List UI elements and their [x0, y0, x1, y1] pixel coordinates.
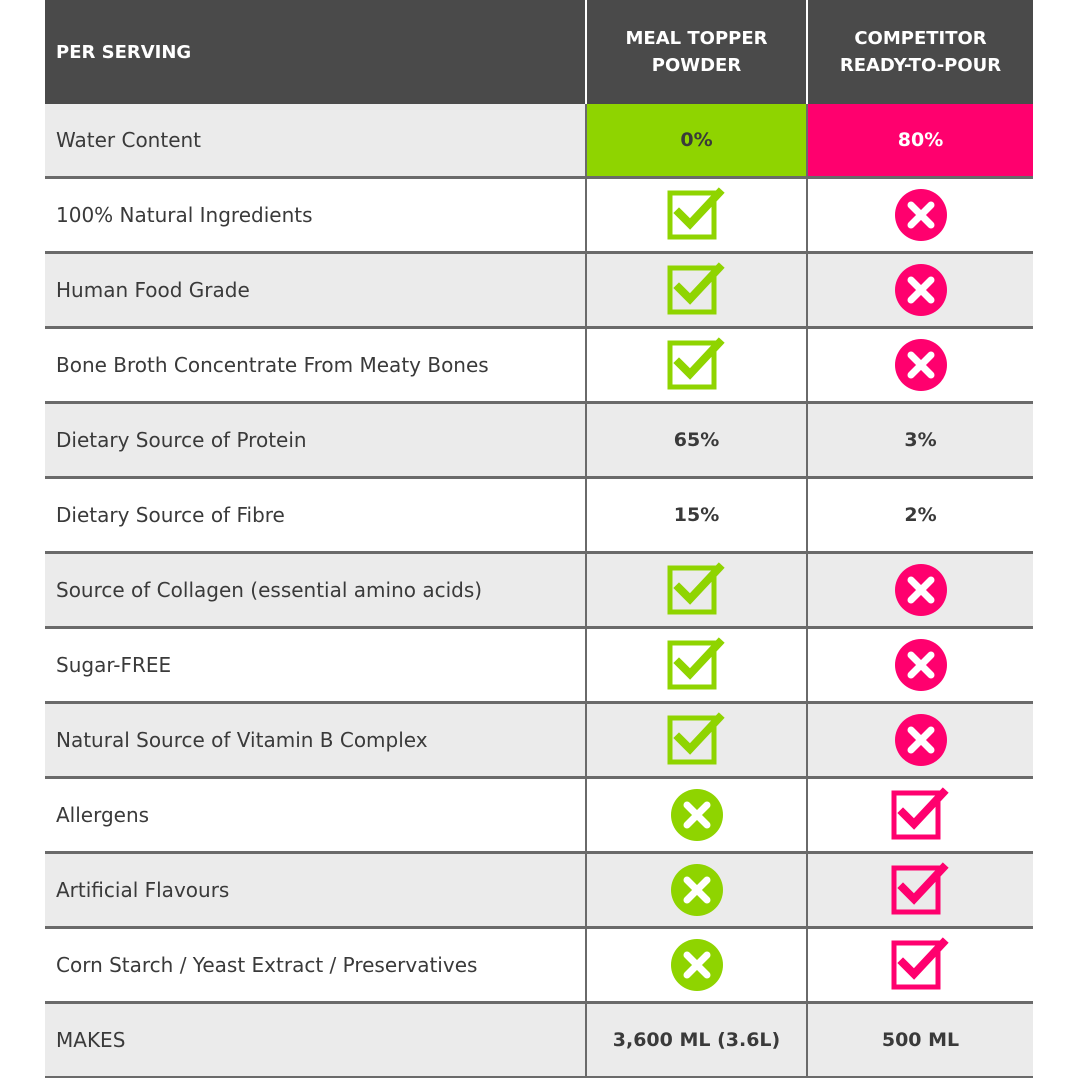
cross-icon — [670, 789, 723, 841]
competitor-cell — [808, 854, 1033, 926]
check-icon — [667, 262, 725, 315]
check-icon — [891, 787, 949, 840]
meal-topper-cell: 0% — [587, 104, 808, 176]
row-label: Dietary Source of Protein — [45, 404, 587, 476]
table-row: MAKES 3,600 ML (3.6L) 500 ML — [45, 1004, 1033, 1078]
check-icon — [667, 562, 725, 615]
header-per-serving: PER SERVING — [45, 0, 587, 104]
table-row: Natural Source of Vitamin B Complex — [45, 704, 1033, 779]
table-row: Artificial Flavours — [45, 854, 1033, 929]
table-row: Sugar-FREE — [45, 629, 1033, 704]
competitor-cell — [808, 929, 1033, 1001]
cell-value: 2% — [904, 504, 937, 526]
table-header: PER SERVING MEAL TOPPER POWDER COMPETITO… — [45, 0, 1033, 104]
table-row: Bone Broth Concentrate From Meaty Bones — [45, 329, 1033, 404]
table-row: Dietary Source of Fibre 15% 2% — [45, 479, 1033, 554]
cross-icon — [670, 864, 723, 916]
meal-topper-cell — [587, 629, 808, 701]
row-label: 100% Natural Ingredients — [45, 179, 587, 251]
check-icon — [667, 637, 725, 690]
row-label: MAKES — [45, 1004, 587, 1076]
table-row: 100% Natural Ingredients — [45, 179, 1033, 254]
row-label: Water Content — [45, 104, 587, 176]
table-row: Human Food Grade — [45, 254, 1033, 329]
cell-value: 3,600 ML (3.6L) — [612, 1029, 781, 1051]
meal-topper-cell — [587, 704, 808, 776]
competitor-cell: 3% — [808, 404, 1033, 476]
meal-topper-cell — [587, 254, 808, 326]
meal-topper-cell — [587, 179, 808, 251]
competitor-cell — [808, 779, 1033, 851]
cell-value: 80% — [897, 129, 944, 151]
competitor-cell: 80% — [808, 104, 1033, 176]
row-label: Sugar-FREE — [45, 629, 587, 701]
row-label: Natural Source of Vitamin B Complex — [45, 704, 587, 776]
row-label: Corn Starch / Yeast Extract / Preservati… — [45, 929, 587, 1001]
check-icon — [667, 337, 725, 390]
check-icon — [667, 187, 725, 240]
header-competitor-line1: COMPETITOR — [854, 28, 987, 49]
table-row: Source of Collagen (essential amino acid… — [45, 554, 1033, 629]
meal-topper-cell: 3,600 ML (3.6L) — [587, 1004, 808, 1076]
row-label: Source of Collagen (essential amino acid… — [45, 554, 587, 626]
competitor-cell — [808, 254, 1033, 326]
row-label: Bone Broth Concentrate From Meaty Bones — [45, 329, 587, 401]
row-label: Dietary Source of Fibre — [45, 479, 587, 551]
header-meal-topper: MEAL TOPPER POWDER — [587, 0, 808, 104]
competitor-cell: 500 ML — [808, 1004, 1033, 1076]
comparison-table: PER SERVING MEAL TOPPER POWDER COMPETITO… — [45, 0, 1033, 1078]
cell-value: 15% — [673, 504, 720, 526]
meal-topper-cell — [587, 554, 808, 626]
meal-topper-cell: 15% — [587, 479, 808, 551]
header-meal-topper-line2: POWDER — [651, 55, 742, 76]
cell-value: 65% — [673, 429, 720, 451]
table-row: Allergens — [45, 779, 1033, 854]
meal-topper-cell — [587, 929, 808, 1001]
row-label: Human Food Grade — [45, 254, 587, 326]
check-icon — [891, 862, 949, 915]
cell-value: 0% — [680, 129, 713, 151]
check-icon — [667, 712, 725, 765]
header-competitor: COMPETITOR READY-TO-POUR — [808, 0, 1033, 104]
meal-topper-cell — [587, 779, 808, 851]
cross-icon — [894, 339, 947, 391]
header-competitor-line2: READY-TO-POUR — [839, 55, 1002, 76]
cell-value: 500 ML — [881, 1029, 960, 1051]
cross-icon — [894, 714, 947, 766]
table-row: Water Content 0% 80% — [45, 104, 1033, 179]
meal-topper-cell: 65% — [587, 404, 808, 476]
row-label: Artificial Flavours — [45, 854, 587, 926]
table-row: Dietary Source of Protein 65% 3% — [45, 404, 1033, 479]
competitor-cell — [808, 704, 1033, 776]
table-row: Corn Starch / Yeast Extract / Preservati… — [45, 929, 1033, 1004]
cross-icon — [894, 264, 947, 316]
competitor-cell — [808, 629, 1033, 701]
meal-topper-cell — [587, 854, 808, 926]
cross-icon — [894, 564, 947, 616]
table-body: Water Content 0% 80% 100% Natural Ingredien… — [45, 104, 1033, 1078]
competitor-cell — [808, 179, 1033, 251]
check-icon — [891, 937, 949, 990]
competitor-cell — [808, 329, 1033, 401]
cross-icon — [894, 189, 947, 241]
cross-icon — [670, 939, 723, 991]
meal-topper-cell — [587, 329, 808, 401]
cell-value: 3% — [904, 429, 937, 451]
row-label: Allergens — [45, 779, 587, 851]
competitor-cell — [808, 554, 1033, 626]
cross-icon — [894, 639, 947, 691]
competitor-cell: 2% — [808, 479, 1033, 551]
header-meal-topper-line1: MEAL TOPPER — [625, 28, 768, 49]
